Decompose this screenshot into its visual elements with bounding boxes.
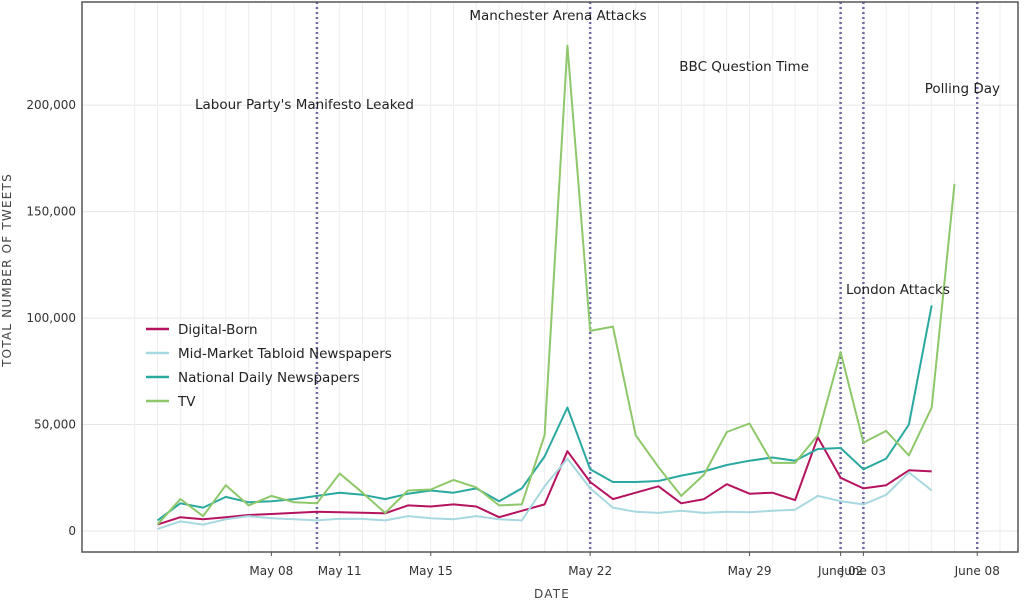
event-label-2: BBC Question Time [679, 59, 809, 75]
legend-label-1: Mid-Market Tabloid Newspapers [178, 346, 392, 362]
legend: Digital-Born Mid-Market Tabloid Newspaper… [146, 322, 392, 410]
legend-label-3: TV [177, 394, 196, 410]
x-tick-label: May 22 [568, 564, 612, 578]
event-annotations: Labour Party's Manifesto Leaked Mancheste… [195, 8, 1000, 298]
event-label-3: London Attacks [846, 282, 950, 298]
y-tick-label: 0 [68, 524, 76, 538]
x-tick-label: May 29 [728, 564, 772, 578]
event-label-0: Labour Party's Manifesto Leaked [195, 97, 414, 113]
series-line-3 [156, 44, 956, 526]
x-tick-label: May 08 [249, 564, 293, 578]
x-tick-label: May 11 [318, 564, 362, 578]
y-axis-label: TOTAL NUMBER OF TWEETS [0, 173, 14, 368]
y-axis-ticks: 0 50,000 100,000 150,000 200,000 [26, 98, 76, 538]
x-tick-label: May 15 [409, 564, 453, 578]
x-tick-label: June 08 [954, 564, 1000, 578]
series-line-0 [157, 436, 932, 526]
x-axis-label: DATE [534, 587, 570, 601]
plot-border [81, 1, 1019, 553]
event-label-4: Polling Day [925, 81, 1000, 97]
y-tick-label: 100,000 [26, 311, 76, 325]
legend-label-0: Digital-Born [178, 322, 258, 338]
x-tick-label: June 03 [840, 564, 886, 578]
plot-frame [81, 1, 1019, 553]
grid [82, 2, 1018, 552]
event-lines [315, 2, 979, 552]
series-lines [156, 44, 956, 530]
y-tick-label: 150,000 [26, 205, 76, 219]
y-tick-label: 50,000 [34, 418, 76, 432]
event-label-1: Manchester Arena Attacks [469, 8, 646, 24]
x-tick-label: June 02 [817, 564, 863, 578]
legend-label-2: National Daily Newspapers [178, 370, 360, 386]
series-line-1 [157, 457, 933, 530]
x-axis-ticks: May 08 May 11 May 15 May 22 May 29 June 02Jun… [249, 552, 1000, 578]
y-tick-label: 200,000 [26, 98, 76, 112]
